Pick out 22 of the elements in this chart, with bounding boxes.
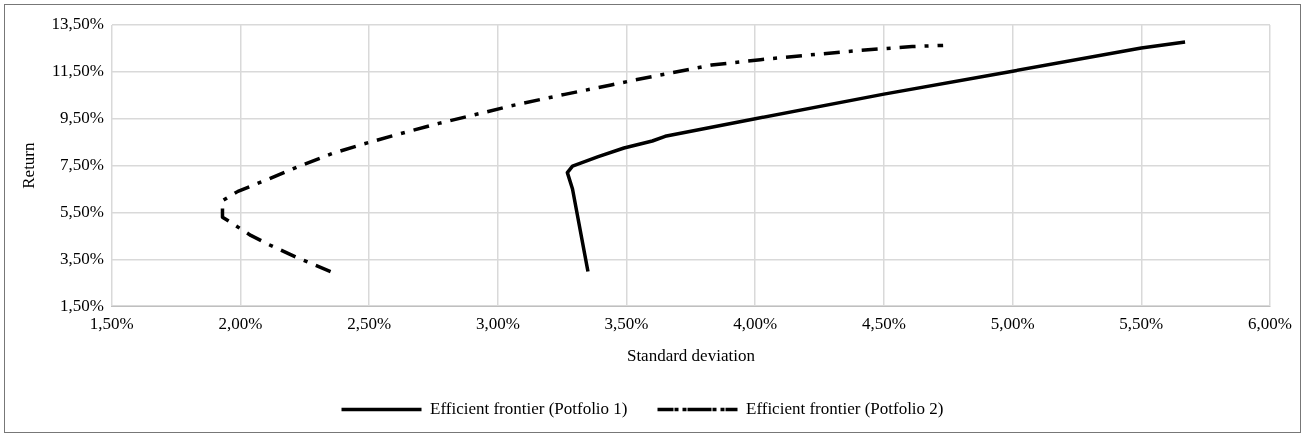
x-tick-label: 5,00% — [990, 313, 1035, 333]
y-tick-label: 7,50% — [59, 155, 104, 175]
y-tick-label: 1,50% — [59, 295, 104, 315]
x-tick-label: 4,50% — [861, 313, 906, 333]
y-tick-label: 3,50% — [59, 248, 104, 268]
x-tick-label: 3,00% — [475, 313, 520, 333]
x-tick-label: 2,50% — [347, 313, 392, 333]
y-tick-label: 5,50% — [59, 201, 104, 221]
x-tick-label: 1,50% — [89, 313, 134, 333]
x-axis-title: Standard deviation — [626, 346, 756, 366]
y-tick-label: 11,50% — [52, 61, 104, 81]
x-tick-label: 5,50% — [1119, 313, 1164, 333]
legend-label: Efficient frontier (Potfolio 1) — [430, 398, 628, 418]
x-tick-label: 4,00% — [733, 313, 778, 333]
line-series — [220, 43, 945, 274]
y-axis-title: Return — [18, 141, 38, 189]
legend-label: Efficient frontier (Potfolio 2) — [746, 398, 944, 418]
x-tick-label: 3,50% — [604, 313, 649, 333]
x-tick-label: 2,00% — [218, 313, 263, 333]
y-tick-label: 9,50% — [59, 108, 104, 128]
y-tick-label: 13,50% — [51, 14, 104, 34]
x-tick-label: 6,00% — [1248, 313, 1292, 333]
